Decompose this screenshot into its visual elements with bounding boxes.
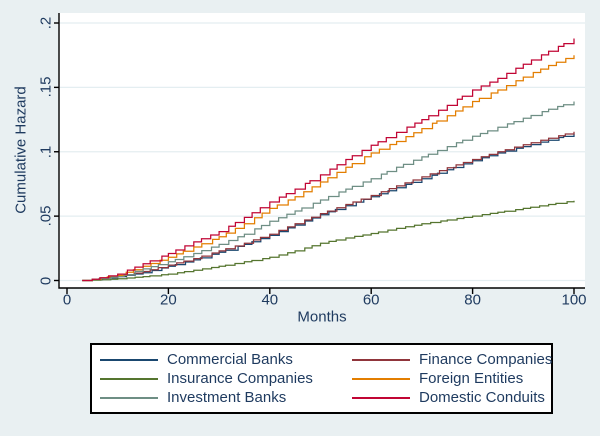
legend-item-finance-companies: Finance Companies — [352, 351, 552, 368]
legend-item-commercial-banks: Commercial Banks — [100, 351, 352, 368]
series-line-domestic-conduits — [82, 38, 575, 282]
y-tick-label-.2: .2 — [37, 16, 55, 30]
x-tick-label-40: 40 — [261, 291, 279, 309]
legend-label: Investment Banks — [167, 389, 287, 406]
series-line-finance-companies — [82, 131, 575, 282]
legend-line-swatch — [100, 358, 158, 361]
x-tick-label-80: 80 — [464, 291, 481, 309]
legend-label: Foreign Entities — [419, 370, 524, 387]
legend-item-investment-banks: Investment Banks — [100, 389, 352, 406]
plot-canvas — [54, 13, 585, 294]
legend-line-swatch — [352, 396, 410, 399]
plot-area — [59, 13, 585, 288]
legend-item-foreign-entities: Foreign Entities — [352, 370, 552, 387]
legend-item-insurance-companies: Insurance Companies — [100, 370, 352, 387]
y-tick-label-.05: .05 — [37, 205, 55, 227]
x-tick-label-0: 0 — [62, 291, 72, 309]
y-tick-label-.1: .1 — [37, 145, 55, 159]
x-tick-label-100: 100 — [561, 291, 587, 309]
hazard-chart: 0 .05 .1 .15 .2 0 20 40 60 80 100 Cumulative Hazar… — [12, 13, 587, 326]
legend-line-swatch — [100, 377, 158, 380]
x-axis-title: Months — [297, 308, 347, 326]
legend-item-domestic-conduits: Domestic Conduits — [352, 389, 552, 406]
y-tick-label-0: 0 — [37, 276, 55, 285]
legend-label: Insurance Companies — [167, 370, 313, 387]
axis-lines — [58, 13, 585, 289]
x-tick-label-20: 20 — [160, 291, 177, 309]
legend-label: Domestic Conduits — [419, 389, 545, 406]
y-tick-label-.15: .15 — [37, 76, 55, 98]
x-tick-label-60: 60 — [362, 291, 380, 309]
legend: Commercial Banks Insurance Companies Inves… — [90, 343, 553, 414]
series-line-insurance-companies — [82, 200, 575, 282]
series-line-investment-banks — [82, 101, 575, 282]
series-line-foreign-entities — [82, 55, 575, 282]
legend-label: Finance Companies — [419, 351, 553, 368]
legend-line-swatch — [100, 396, 158, 399]
legend-line-swatch — [352, 377, 410, 380]
y-axis-title: Cumulative Hazard — [12, 86, 30, 214]
legend-line-swatch — [352, 358, 410, 361]
legend-label: Commercial Banks — [167, 351, 293, 368]
